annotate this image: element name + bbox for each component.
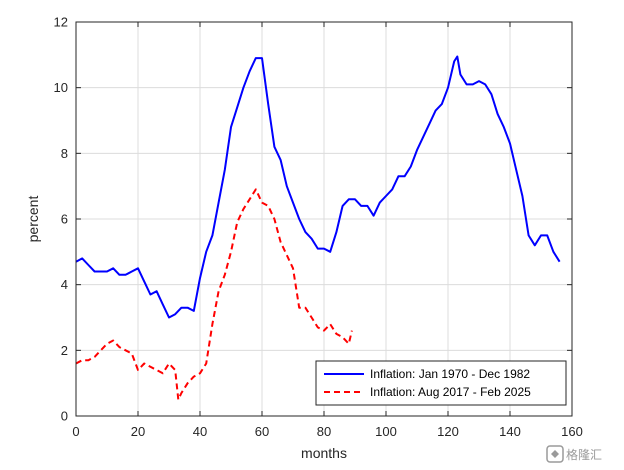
watermark: 格隆汇 [546,445,602,463]
y-tick-label: 2 [61,343,68,358]
legend-box [315,360,567,406]
x-tick-label: 140 [499,424,521,439]
series-line-jan1970-dec1982 [75,55,561,319]
grid [75,21,573,417]
y-tick-label: 12 [54,15,68,30]
legend-label-jan1970-dec1982: Inflation: Jan 1970 - Dec 1982 [370,367,530,381]
y-axis-label: percent [25,196,41,243]
series-layer [75,55,561,401]
x-tick-label: 100 [375,424,397,439]
legend: Inflation: Jan 1970 - Dec 1982 Inflation… [315,360,567,406]
x-tick-label: 40 [193,424,207,439]
x-tick-label: 120 [437,424,459,439]
x-tick-label: 0 [72,424,79,439]
gelonghui-logo-icon [546,445,564,463]
y-tick-label: 6 [61,212,68,227]
tick-layer: 0 20 40 60 80 100 120 140 160 0 2 4 6 8 10 12 [54,15,583,440]
y-tick-label: 4 [61,277,68,292]
watermark-brand-text: 格隆汇 [566,447,602,462]
series-line-aug2017-feb2025 [75,188,353,401]
x-tick-label: 160 [561,424,583,439]
legend-label-aug2017-feb2025: Inflation: Aug 2017 - Feb 2025 [370,385,531,399]
x-tick-label: 20 [131,424,145,439]
x-tick-label: 60 [255,424,269,439]
x-tick-label: 80 [317,424,331,439]
y-tick-label: 8 [61,146,68,161]
y-tick-label: 0 [61,409,68,424]
y-tick-label: 10 [54,80,68,95]
x-axis-label: months [301,445,347,461]
